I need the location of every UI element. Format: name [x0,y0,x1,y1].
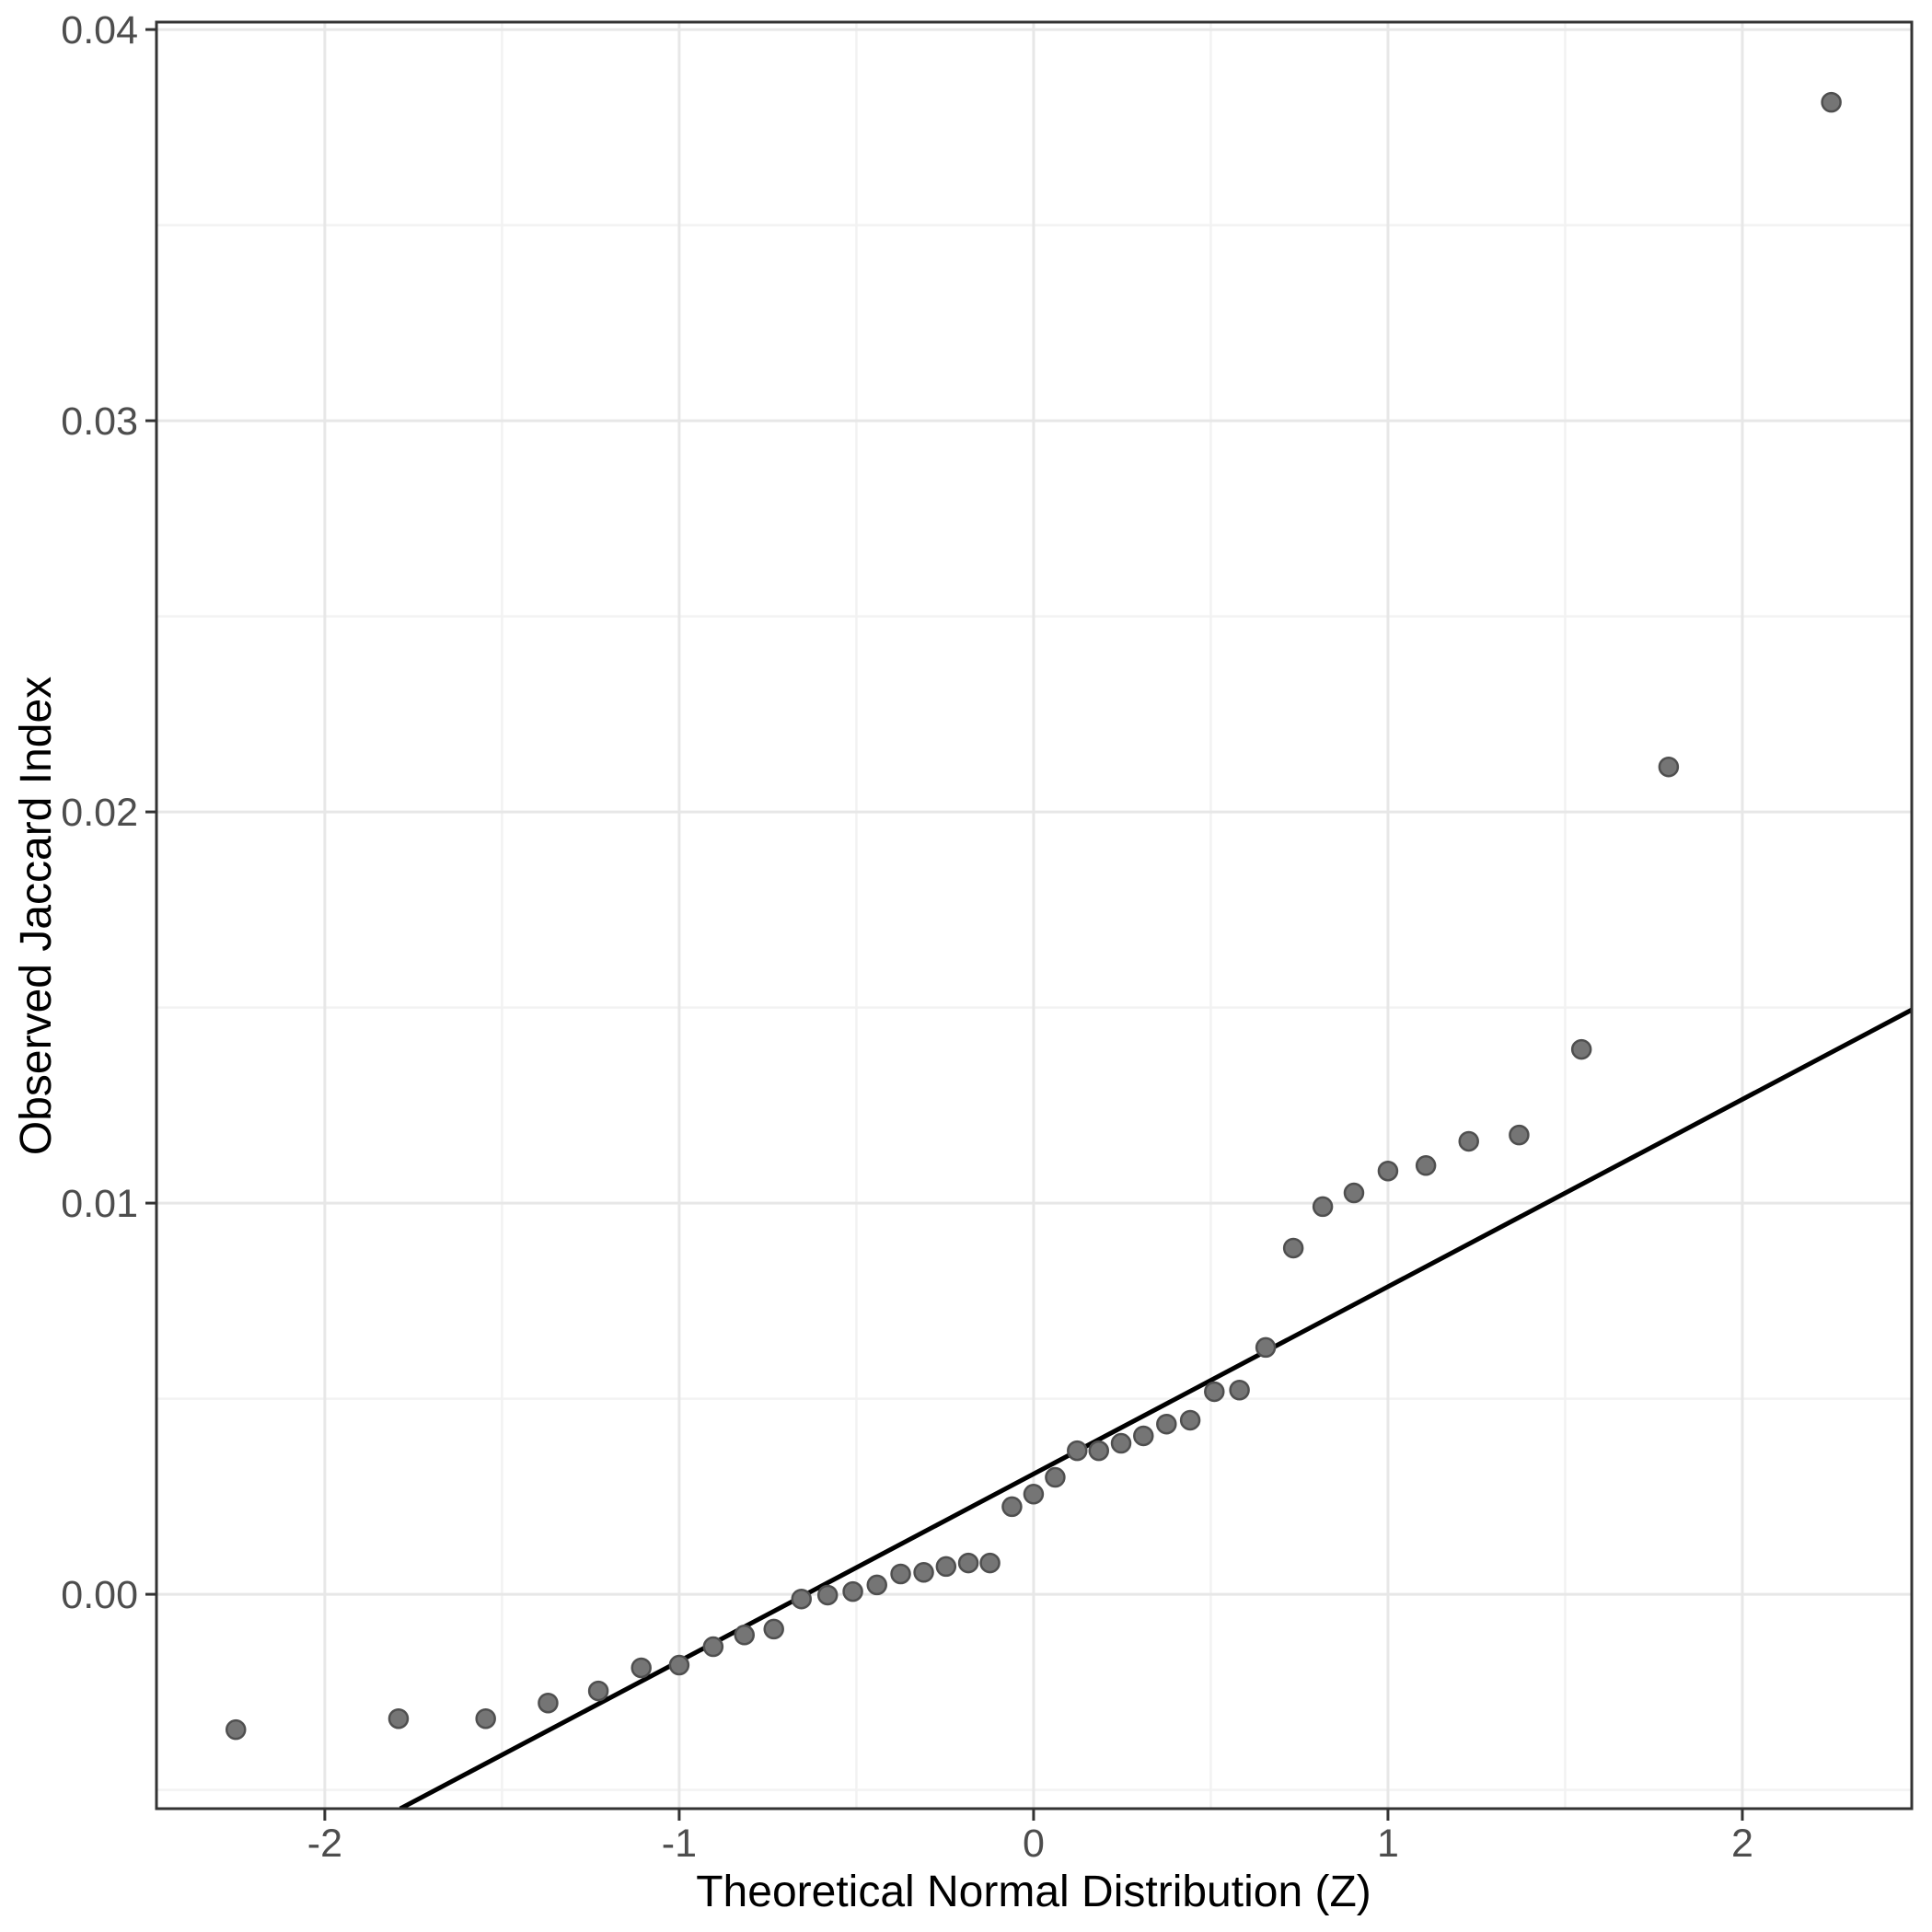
x-axis-title: Theoretical Normal Distribution (Z) [696,1868,1371,1916]
y-tick-label: 0.00 [61,1573,138,1617]
y-tick-label: 0.04 [61,8,138,52]
data-point [1179,1409,1201,1431]
data-point [538,1692,559,1714]
data-point [1204,1381,1225,1403]
data-point [1156,1413,1177,1435]
data-point [816,1584,839,1606]
data-point [1458,1130,1479,1152]
data-point [1415,1155,1437,1176]
data-point [1023,1484,1045,1505]
data-point [1821,91,1842,113]
data-point [1088,1440,1110,1462]
y-tick-label: 0.02 [61,791,138,835]
reference-line [399,1007,1912,1809]
data-point [1658,756,1680,778]
data-point [913,1562,934,1583]
data-point [587,1680,609,1702]
data-point [1377,1160,1399,1182]
data-point [791,1588,812,1610]
data-point [866,1574,887,1596]
y-tick-label: 0.03 [61,399,138,444]
gridlines-major [156,22,1912,1809]
data-point [1343,1182,1365,1204]
data-point [702,1636,724,1658]
data-point [388,1707,410,1730]
data-point [935,1556,957,1578]
y-tick-label: 0.01 [61,1182,138,1226]
x-tick-label: -1 [662,1822,697,1866]
data-point [979,1552,1001,1574]
y-axis-ticks [145,28,156,1596]
x-tick-label: -2 [307,1822,342,1866]
y-axis-tick-labels: 0.00 0.01 0.02 0.03 0.04 [61,8,138,1617]
y-axis-title: Observed Jaccard Index [12,677,61,1155]
data-point [475,1707,496,1730]
data-point [1110,1432,1132,1454]
data-point [763,1618,784,1640]
x-tick-label: 1 [1377,1822,1399,1866]
data-point [631,1657,652,1679]
data-point [1282,1237,1304,1259]
data-point [1133,1425,1154,1447]
x-axis-ticks [323,1809,1744,1821]
data-point [1067,1440,1088,1462]
data-point [668,1654,690,1676]
x-axis-tick-labels: -2 -1 0 1 2 [307,1822,1753,1866]
data-point [1229,1379,1250,1401]
scatter-points [225,91,1842,1741]
x-tick-label: 0 [1023,1822,1045,1866]
data-point [890,1563,911,1585]
data-point [1045,1466,1066,1488]
data-point [1570,1038,1592,1060]
data-point [1312,1196,1334,1218]
data-point [842,1580,863,1602]
data-point [225,1718,247,1741]
x-tick-label: 2 [1731,1822,1753,1866]
data-point [1255,1336,1277,1359]
data-point [957,1552,979,1574]
data-point [734,1625,755,1646]
data-point [1509,1124,1530,1146]
data-point [1001,1496,1023,1518]
qq-reference-line [399,1007,1912,1809]
